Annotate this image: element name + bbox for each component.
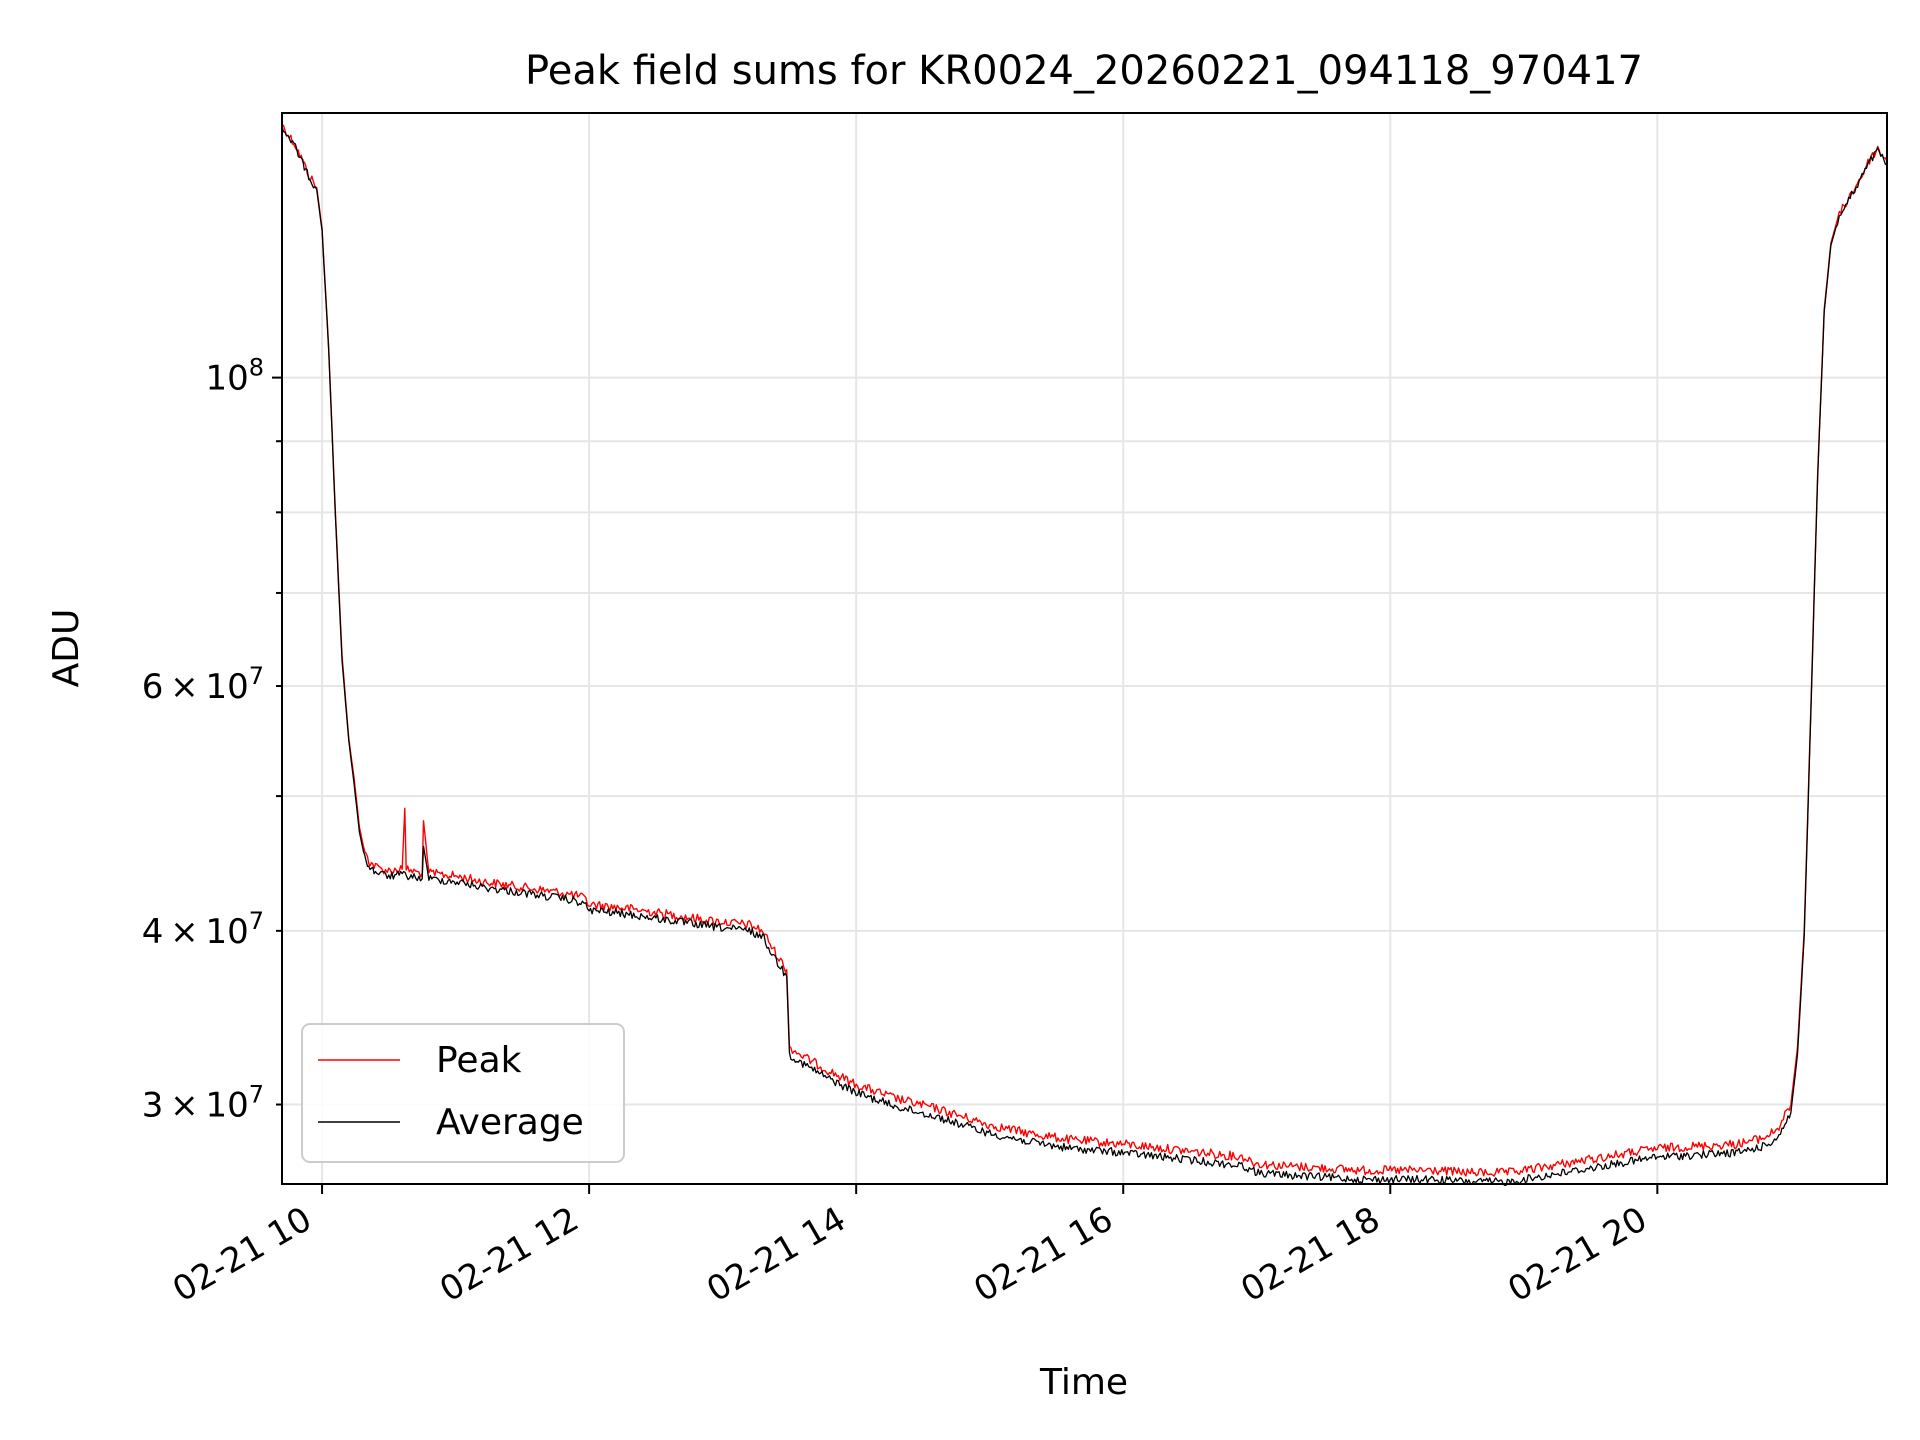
legend-label-average: Average <box>436 1102 584 1143</box>
x-axis-label: Time <box>1039 1362 1128 1403</box>
legend: Peak Average <box>301 1023 625 1163</box>
series-lines <box>281 124 1888 1186</box>
y-tick-label: 108 <box>205 354 264 399</box>
y-tick-label: 6 × 107 <box>142 662 264 707</box>
y-tick-label: 3 × 107 <box>142 1081 264 1126</box>
plot-frame <box>281 112 1888 1185</box>
y-axis-ticks: 108 3 × 107 4 × 107 6 × 107 <box>142 354 282 1126</box>
series-line-peak <box>281 124 1888 1177</box>
series-line-average <box>281 126 1888 1186</box>
y-axis-label: ADU <box>46 609 87 688</box>
legend-label-peak: Peak <box>436 1040 522 1081</box>
chart-title: Peak field sums for KR0024_20260221_0941… <box>525 48 1643 94</box>
y-tick-label: 4 × 107 <box>142 907 264 952</box>
legend-box <box>301 1023 625 1163</box>
